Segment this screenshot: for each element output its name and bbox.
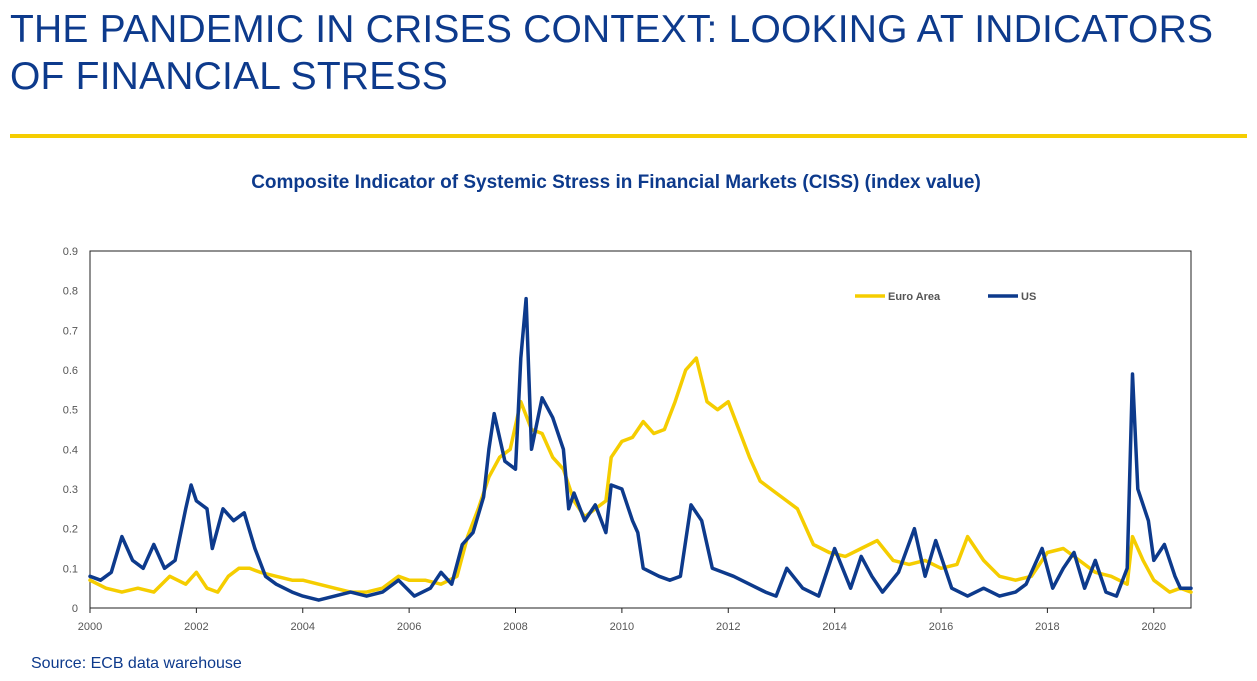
slide-title: THE PANDEMIC IN CRISES CONTEXT: LOOKING … [10,8,1214,98]
x-tick-label: 2002 [184,621,208,633]
series-lines [88,296,1193,602]
x-tick-label: 2012 [716,621,740,633]
series-line-euro-area [88,356,1193,594]
y-tick-label: 0.8 [63,286,78,298]
y-tick-label: 0.4 [63,444,78,456]
source-note: Source: ECB data warehouse [31,655,242,672]
x-tick-label: 2000 [78,621,102,633]
legend-label: US [1021,291,1036,303]
x-tick-label: 2014 [822,621,846,633]
y-tick-label: 0.9 [63,246,78,258]
x-tick-label: 2016 [929,621,953,633]
y-tick-label: 0 [72,603,78,615]
y-axis: 0 0.1 0.2 0.3 0.4 0.5 0.6 0.7 0.8 0.9 [63,246,78,615]
series-line-us [88,296,1193,602]
ciss-line-chart: 00.10.20.30.40.50.60.70.80.9 2000 2002 200… [63,246,1193,633]
legend-item-us: US [988,291,1036,303]
legend-item-euro-area: Euro Area [855,291,941,303]
x-tick-label: 2006 [397,621,421,633]
legend: Euro Area US [855,291,1036,303]
title-rule [10,134,1247,138]
x-tick-label: 2010 [610,621,634,633]
x-axis: 2000 2002 2004 2006 2008 2010 2012 2014 2016 2018… [78,608,1166,633]
y-tick-label: 0.6 [63,365,78,377]
y-tick-label: 0.5 [63,405,78,417]
x-tick-label: 2020 [1142,621,1166,633]
y-tick-label: 0.7 [63,325,78,337]
y-tick-label: 0.3 [63,484,78,496]
legend-label: Euro Area [888,291,941,303]
x-tick-label: 2018 [1035,621,1059,633]
y-tick-label: 0.1 [63,563,78,575]
x-tick-label: 2004 [291,621,315,633]
chart-title: Composite Indicator of Systemic Stress i… [251,172,981,193]
x-tick-label: 2008 [503,621,527,633]
y-tick-label: 0.2 [63,524,78,536]
